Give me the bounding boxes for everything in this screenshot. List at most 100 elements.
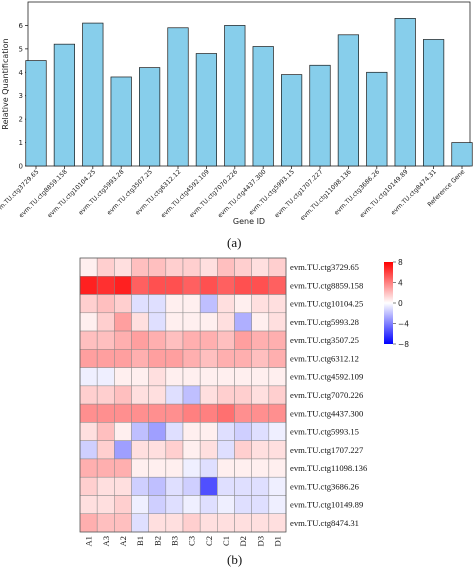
heatmap-column-label: A3 [101,536,111,547]
heatmap-cell [114,385,132,405]
heatmap-cell [79,403,98,423]
colorbar-tick-label: 4 [398,279,403,288]
heatmap-row-label: evm.TU.ctg3729.65 [290,262,359,272]
heatmap-cell [199,440,218,460]
heatmap-cell [114,513,132,533]
heatmap-cell [165,349,184,368]
heatmap-chart: evm.TU.ctg3729.65 evm.TU.ctg8859.158 evm.T… [79,257,409,547]
heatmap-row-label: evm.TU.ctg1707.227 [290,445,364,455]
heatmap-cells [79,257,287,533]
heatmap-cell [165,513,184,533]
heatmap-cell [96,422,115,441]
heatmap-cell [96,367,115,387]
heatmap-cell [234,294,252,314]
heatmap-cell [114,330,132,350]
heatmap-cell [199,476,218,496]
bar [167,27,189,167]
heatmap-cell [131,312,149,332]
heatmap-cell [268,513,287,533]
bar-y-tick-label: 2 [19,116,23,124]
heatmap-cell [96,385,115,405]
bar-x-tick-label: evm.TU.ctg7070.226 [188,168,239,219]
heatmap-cell [131,257,149,277]
heatmap-cell [131,422,149,441]
heatmap-cell [182,276,201,295]
heatmap-cell [148,294,167,314]
heatmap-cell [96,276,115,295]
bar [394,18,416,167]
heatmap-cell [182,294,201,314]
heatmap-cell [217,403,235,423]
heatmap-cell [148,495,167,514]
heatmap-cell [251,385,270,405]
heatmap-cell [131,367,149,387]
heatmap-cell [182,312,201,332]
heatmap-cell [199,367,218,387]
heatmap-cell [148,458,167,478]
heatmap-column-label: B2 [152,536,162,546]
heatmap-cell [182,257,201,277]
heatmap-cell [148,257,167,277]
heatmap-cell [165,385,184,405]
heatmap-cell [131,385,149,405]
heatmap-column-label: B1 [135,536,145,546]
heatmap-cell [182,495,201,514]
heatmap-cell [79,349,98,368]
bar-x-tick-label: evm.TU.ctg1707.227 [273,168,324,219]
heatmap-cell [268,294,287,314]
bar [53,43,76,167]
heatmap-column-label: D2 [238,536,248,547]
heatmap-cell [182,458,201,478]
bar-x-tick-label: evm.TU.ctg10104.25 [46,168,97,219]
heatmap-cell [131,294,149,314]
heatmap-row-label: evm.TU.ctg8859.158 [290,280,363,290]
heatmap-cell [131,440,149,460]
heatmap-row-label: evm.TU.ctg11098.136 [290,463,368,473]
heatmap-cell [234,403,252,423]
heatmap-cell [199,312,218,332]
heatmap-cell [182,330,201,350]
heatmap-cell [217,495,235,514]
heatmap-cell [268,458,287,478]
heatmap-cell [114,422,132,441]
heatmap-column-label: C1 [221,536,231,546]
bar [337,34,359,167]
heatmap-cell [114,257,132,277]
heatmap-cell [268,476,287,496]
heatmap-cell [217,276,235,295]
heatmap-cell [96,294,115,314]
heatmap-row-label: evm.TU.ctg10149.89 [290,500,363,510]
heatmap-cell [251,476,270,496]
heatmap-cell [234,422,252,441]
bar [224,25,246,167]
heatmap-column-label: C2 [204,536,214,546]
heatmap-cell [268,422,287,441]
heatmap-cell [199,349,218,368]
heatmap-cell [234,476,252,496]
heatmap-cell [131,495,149,514]
heatmap-cell [268,403,287,423]
bar-x-tick-label: evm.TU.ctg11098.136 [299,168,353,222]
heatmap-cell [234,440,252,460]
heatmap-cell [217,476,235,496]
heatmap-cell [165,440,184,460]
bar-y-tick-label: 1 [19,139,23,147]
heatmap-cell [217,458,235,478]
heatmap-cell [79,458,98,478]
heatmap-cell [199,330,218,350]
heatmap-row-label: evm.TU.ctg5993.28 [290,317,359,327]
heatmap-row-label: evm.TU.ctg4592.109 [290,372,363,382]
heatmap-cell [96,458,115,478]
heatmap-cell [114,349,132,368]
heatmap-cell [165,276,184,295]
heatmap-cell [182,349,201,368]
heatmap-cell [199,422,218,441]
heatmap-cell [234,495,252,514]
bar [451,142,473,167]
heatmap-cell [251,403,270,423]
heatmap-cell [79,385,98,405]
heatmap-cell [217,330,235,350]
heatmap-cell [165,403,184,423]
bar-y-tick-label: 4 [19,69,24,77]
heatmap-cell [251,294,270,314]
